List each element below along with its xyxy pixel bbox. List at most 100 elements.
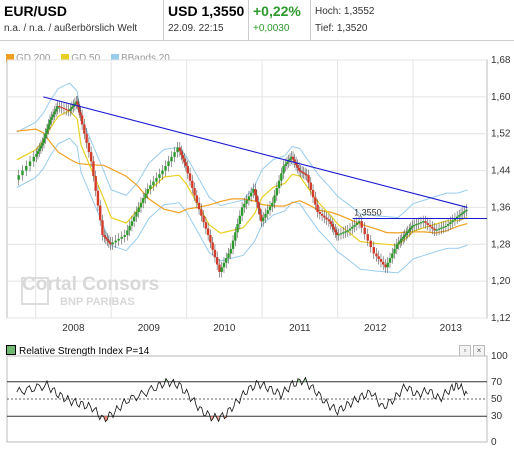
plot-area [6,59,488,319]
candle-body [67,109,70,111]
candle-body [363,227,366,235]
candle-body [399,240,402,243]
candle-body [257,201,260,209]
candle-body [375,253,378,257]
candle-body [21,170,24,176]
candle-body [334,229,337,233]
candle-body [458,215,461,217]
x-tick-label: 2008 [62,323,85,334]
candle-body [369,240,372,248]
candle-body [123,235,126,237]
candle-body [346,230,349,232]
candle-body [225,258,228,263]
range-block: Hoch: 1,3552 Tief: 1,3520 [310,0,514,40]
candle-body [446,224,450,226]
candle-body [335,232,339,236]
high-value: Hoch: 1,3552 [315,6,375,17]
candle-body [186,165,189,174]
candle-body [104,236,108,239]
watermark-subtext: BNP PARIBAS [60,296,135,308]
candle-body [135,212,138,217]
candle-body [200,209,203,216]
candle-body [32,156,35,162]
candle-body [357,221,361,224]
candle-body [465,209,468,212]
candle-body [80,115,84,125]
candle-body [305,174,308,176]
candle-body [431,226,434,229]
candle-body [247,196,251,201]
quote-header: EUR/USD n.a. / n.a. / außerbörslich Welt… [0,0,514,41]
candle-body [255,195,259,202]
candle-body [202,215,205,223]
legend-label: GD 50 [71,53,101,64]
candle-body [234,232,237,241]
candle-body [320,213,324,216]
candle-body [56,106,59,109]
candle-body [195,195,199,203]
candle-body [58,106,61,108]
y-tick-label: 1,12 [491,313,511,324]
candle-body [38,148,41,152]
candle-body [117,238,120,241]
candle-body [114,240,117,243]
candle-body [42,138,46,143]
candle-body [307,175,310,183]
candle-body [41,142,44,146]
candle-body [87,142,91,153]
rsi-tick-label: 0 [491,437,497,448]
rsi-tick-label: 50 [491,394,503,405]
candle-body [92,161,95,177]
candle-body [355,223,359,225]
symbol-title: EUR/USD [4,3,68,19]
rsi-title: Relative Strength Index P=14 [6,345,149,357]
candle-body [36,151,40,154]
candle-body [264,213,267,218]
candle-body [107,240,111,243]
y-tick-label: 1,52 [491,129,511,140]
y-tick-label: 1,20 [491,276,511,287]
legend-item-gd50: GD 50 [61,53,100,64]
change-abs: +0,0030 [253,23,290,34]
candle-body [400,238,403,241]
change-pct: +0,22% [253,3,301,19]
candle-body [412,224,416,227]
candle-body [325,217,328,220]
y-tick-label: 1,28 [491,239,511,250]
legend-label: GD 200 [16,53,51,64]
rsi-grid [7,381,487,417]
bband-lower-line [16,137,468,274]
candle-body [103,235,106,237]
candle-body [222,262,226,268]
candle-body [379,259,383,262]
rsi-series-layer [16,376,468,423]
candle-body [184,162,188,166]
candle-body [277,180,281,189]
candle-body [50,117,53,120]
candle-body [280,173,283,181]
candle-body [209,235,212,243]
y-tick-label: 1,44 [491,166,511,177]
candle-body [47,124,50,130]
candle-body [366,234,369,241]
candle-body [332,226,335,230]
candle-body [28,161,32,166]
candle-body [453,218,457,221]
candle-body [285,162,289,165]
candle-body [211,242,214,250]
candle-body [152,181,155,186]
candle-body [51,114,55,118]
candle-body [48,119,52,125]
candle-body [206,228,210,236]
candle-body [311,189,315,198]
candle-body [405,233,408,236]
candle-body [180,151,183,155]
candle-body [170,156,173,162]
candle-body [393,248,396,254]
price-annotation: 1,3550 [354,207,382,217]
candle-body [188,173,192,181]
candle-body [258,208,262,215]
candle-body [455,216,459,219]
candle-body [314,197,317,205]
candle-body [459,213,463,216]
